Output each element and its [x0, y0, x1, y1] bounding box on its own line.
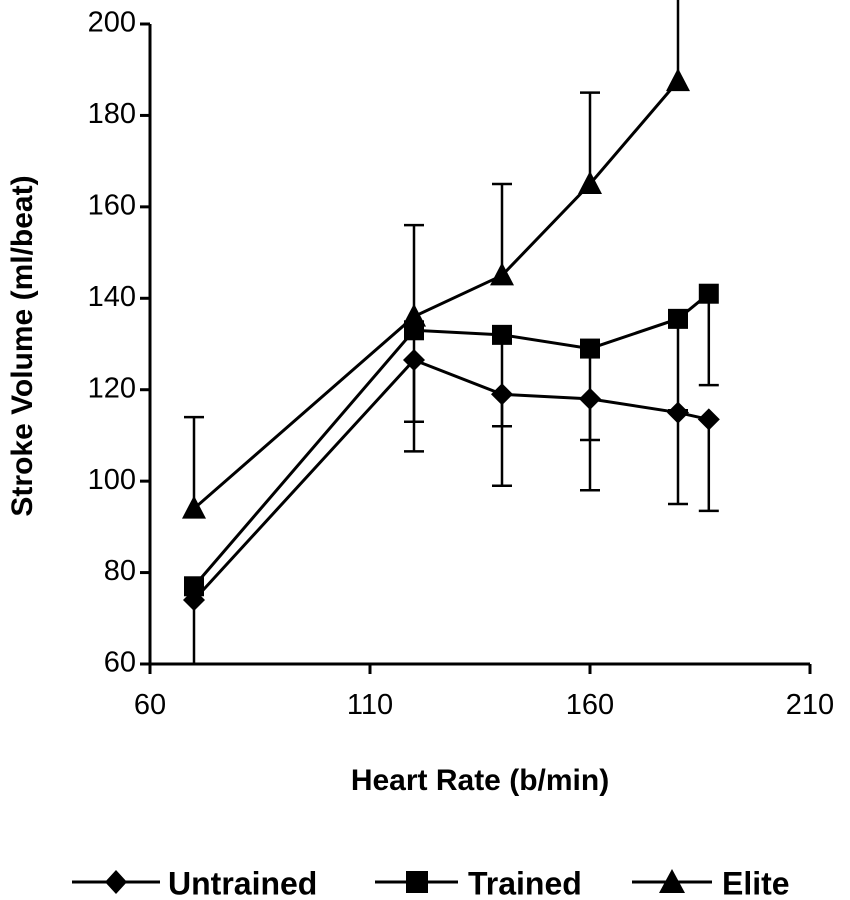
x-tick-label: 110 [347, 689, 393, 721]
x-tick-label: 60 [134, 689, 166, 721]
point-trained [668, 308, 688, 329]
legend-item-elite: Elite [632, 865, 790, 900]
square-marker-icon [406, 871, 428, 893]
series-markers [182, 68, 720, 611]
y-tick-label: 100 [88, 464, 136, 496]
y-tick-label: 160 [88, 190, 136, 222]
axes [148, 24, 810, 666]
legend: Untrained Trained Elite [72, 865, 790, 900]
point-elite [182, 495, 206, 519]
legend-item-untrained: Untrained [72, 865, 317, 900]
point-trained [698, 283, 719, 304]
point-untrained [579, 387, 601, 410]
x-tick-label: 160 [566, 689, 614, 721]
x-tick-label: 210 [786, 689, 834, 721]
legend-label-untrained: Untrained [168, 865, 317, 900]
y-tick-label: 80 [104, 555, 136, 587]
y-tick-label: 140 [88, 281, 136, 313]
y-tick-label: 200 [88, 7, 136, 39]
diamond-marker-icon [105, 870, 127, 894]
point-untrained [403, 349, 425, 371]
x-axis-title: Heart Rate (b/min) [351, 764, 609, 797]
point-untrained [491, 383, 513, 406]
point-elite [402, 303, 426, 327]
series-line-elite [193, 80, 680, 510]
point-untrained [697, 408, 720, 431]
y-tick-label: 60 [104, 647, 136, 679]
legend-label-elite: Elite [722, 865, 790, 900]
triangle-marker-icon [659, 869, 685, 893]
y-tick-label: 180 [88, 98, 136, 130]
legend-label-trained: Trained [468, 865, 582, 900]
y-axis-title: Stroke Volume (ml/beat) [6, 175, 39, 516]
point-trained [580, 338, 600, 359]
point-elite [666, 68, 690, 92]
series-lines [192, 80, 710, 602]
point-trained [184, 576, 204, 597]
point-elite [578, 171, 602, 194]
axis-ticks: 60 80 100 120 140 160 180 200 60 110 160 210 [88, 7, 835, 721]
point-untrained [667, 401, 689, 424]
series-line-untrained [192, 358, 710, 602]
legend-item-trained: Trained [375, 865, 582, 900]
y-tick-label: 120 [88, 372, 136, 404]
point-elite [490, 262, 514, 286]
point-trained [492, 324, 512, 345]
